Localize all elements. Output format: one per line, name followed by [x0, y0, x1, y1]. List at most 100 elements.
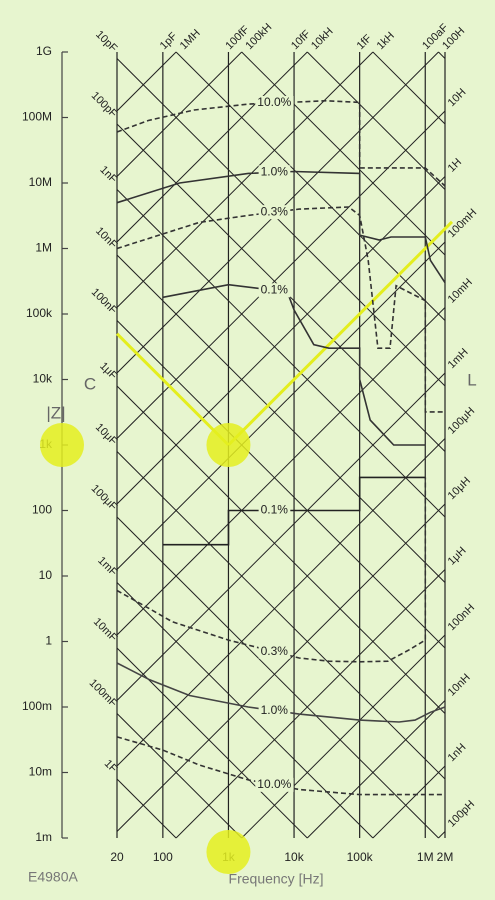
- inductance-line: [116, 438, 446, 767]
- inductance-label: 10nH: [446, 672, 473, 699]
- y-tick-label: 1G: [36, 44, 52, 58]
- capacitance-line: [116, 189, 446, 518]
- capacitance-line: [116, 320, 446, 649]
- inductance-label: 10mH: [446, 276, 475, 305]
- inductance-line: [116, 110, 446, 439]
- inductance-label: 100kH: [243, 21, 274, 52]
- y-tick-label: 1M: [35, 241, 52, 255]
- highlight-line: [115, 332, 230, 447]
- inductance-label: 1kH: [375, 30, 397, 52]
- highlight-point: [206, 423, 251, 467]
- capacitance-label: 10fF: [289, 28, 313, 52]
- inductance-line: [116, 372, 446, 701]
- x-tick-label: 1M: [417, 850, 434, 864]
- inductance-line: [116, 176, 446, 505]
- inductance-label: 10kH: [309, 25, 336, 52]
- curve-label-bg: [258, 644, 291, 659]
- inductance-label: 10H: [446, 86, 469, 109]
- inductance-label: 1H: [446, 156, 464, 174]
- curve-label: 0.3%: [261, 204, 289, 218]
- curve-label-bg: [255, 777, 294, 792]
- model-caption: E4980A: [28, 869, 78, 885]
- curve-label-bg: [258, 703, 291, 718]
- inductance-line: [116, 51, 374, 308]
- capacitance-label: 1mF: [95, 555, 119, 579]
- accuracy-curve: [116, 662, 446, 723]
- inductance-line: [116, 51, 308, 243]
- x-tick-label: 2M: [437, 850, 454, 864]
- capacitance-line: [306, 51, 446, 190]
- capacitance-line: [116, 385, 446, 714]
- highlight-frequency: [206, 830, 251, 874]
- inductance-line: [306, 700, 446, 839]
- inductance-line: [241, 634, 446, 839]
- capacitance-label: 10μF: [93, 421, 120, 448]
- inductance-side-label: L: [467, 370, 476, 389]
- y-tick-label: 100M: [22, 110, 52, 124]
- inductance-label: 100nH: [446, 602, 477, 633]
- highlight-impedance: [40, 423, 84, 467]
- accuracy-curve: [116, 477, 427, 663]
- y-tick-label: 100m: [22, 699, 52, 713]
- capacitance-label: 1pF: [158, 30, 180, 52]
- curve-label: 10.0%: [257, 95, 291, 109]
- y-tick-label: 10k: [33, 372, 53, 386]
- capacitance-line: [372, 51, 446, 125]
- y-tick-label: 10m: [29, 765, 52, 779]
- x-tick-label: 100k: [347, 850, 374, 864]
- curve-label: 0.1%: [261, 282, 289, 296]
- curve-label-bg: [255, 95, 294, 110]
- y-axis-title: |Z|: [46, 403, 65, 422]
- curve-label: 10.0%: [257, 777, 291, 791]
- accuracy-curve: [116, 170, 446, 284]
- accuracy-curve: [162, 476, 426, 546]
- capacitance-label: 100mF: [87, 677, 120, 710]
- y-tick-label: 100k: [26, 306, 53, 320]
- curve-label-bg: [258, 283, 291, 298]
- curve-label: 1.0%: [261, 703, 289, 717]
- capacitance-line: [116, 582, 374, 839]
- inductance-line: [116, 503, 446, 832]
- capacitance-label: 10nF: [93, 225, 119, 251]
- inductance-line: [116, 51, 177, 112]
- inductance-line: [116, 51, 243, 177]
- curve-label: 1.0%: [261, 164, 289, 178]
- capacitance-label: 10mF: [91, 616, 120, 645]
- y-tick-label: 1m: [35, 830, 52, 844]
- inductance-line: [116, 307, 446, 636]
- inductance-label: 10μH: [446, 475, 473, 502]
- curve-label-bg: [258, 205, 291, 220]
- reactance-grid: [116, 51, 446, 839]
- capacitance-label: 100nF: [89, 286, 120, 317]
- inductance-line: [116, 241, 446, 570]
- capacitance-line: [438, 51, 446, 59]
- highlight-line: [227, 220, 454, 447]
- accuracy-curve: [116, 736, 445, 796]
- y-tick-label: 10: [39, 568, 53, 582]
- y-tick-label: 10M: [29, 175, 52, 189]
- capacitance-label: 1μF: [97, 360, 119, 382]
- capacitance-line: [116, 58, 446, 387]
- x-tick-label: 10k: [284, 850, 304, 864]
- capacitance-label: 1nF: [97, 164, 119, 186]
- capacitance-label: 1fF: [355, 32, 375, 52]
- capacitance-line: [116, 778, 177, 839]
- inductance-line: [438, 831, 446, 839]
- curve-label: 0.1%: [261, 503, 289, 517]
- inductance-line: [175, 569, 446, 839]
- y-tick-label: 100: [32, 503, 52, 517]
- inductance-label: 1MH: [178, 27, 203, 52]
- accuracy-curve: [116, 206, 445, 413]
- capacitance-line: [175, 51, 446, 321]
- capacitance-line: [116, 254, 446, 583]
- inductance-label: 1nH: [446, 741, 469, 764]
- capacitance-line: [116, 647, 308, 839]
- capacitance-side-label: C: [84, 374, 96, 393]
- inductance-label: 1mH: [446, 346, 471, 371]
- curve-label: 0.3%: [261, 644, 289, 658]
- capacitance-line: [116, 516, 439, 839]
- inductance-label: 100pH: [446, 798, 477, 829]
- y-tick-label: 1: [45, 634, 52, 648]
